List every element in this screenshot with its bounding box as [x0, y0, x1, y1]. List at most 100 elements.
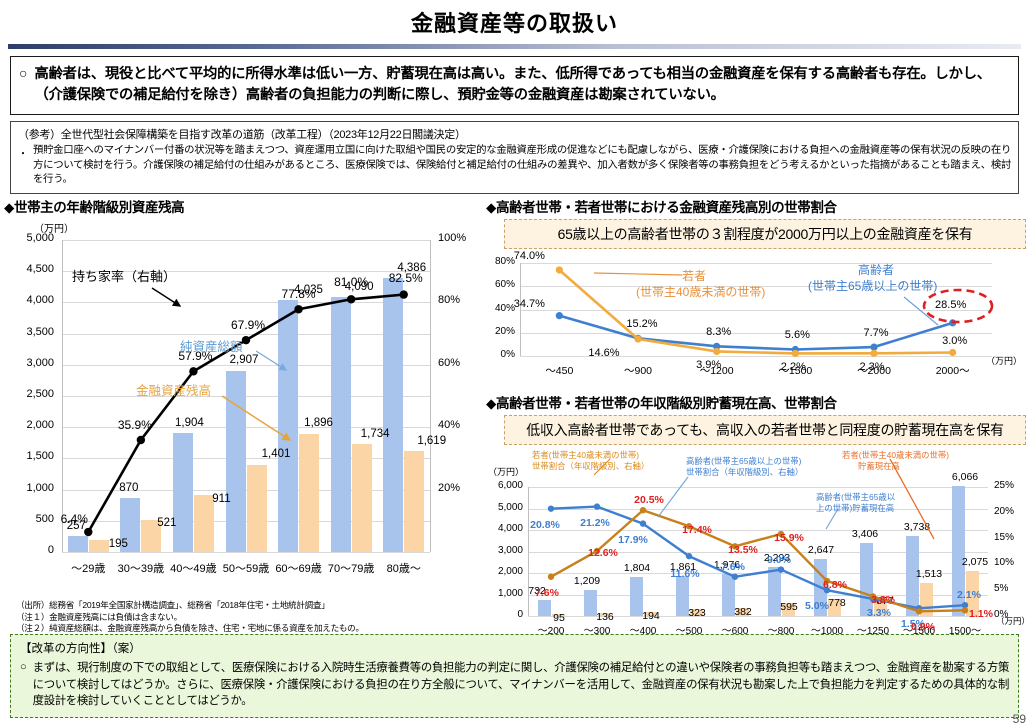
x-axis-label-5: 70～79歳: [327, 563, 375, 575]
x-axis-label-3: 50～59歳: [222, 563, 270, 575]
y2-axis-tick-rb-2: 10%: [994, 557, 1015, 569]
line-label-young-share-rb-6: 6.8%: [823, 578, 847, 591]
annotation-elderly-sub-rt: (世帯主65歳以上の世帯): [808, 279, 938, 293]
x-axis-unit-rt: （万円）: [986, 356, 1023, 366]
bar-young-savings-1: [597, 613, 611, 616]
y-axis-tick-rt-1: 20%: [494, 325, 515, 337]
x-axis-label-rb-6: ～1000: [810, 626, 844, 637]
line-label-ownership-4: 77.8%: [281, 287, 316, 302]
y2-axis-tick-rb-3: 15%: [994, 531, 1015, 543]
bar-financial-assets-2: [193, 495, 214, 552]
line-label-ownership-1: 35.9%: [117, 417, 152, 432]
line-label-elderly-rt-0: 34.7%: [513, 297, 545, 310]
bar-elderly-savings-9: [951, 485, 965, 616]
line-label-young-rt-4: 2.3%: [859, 361, 885, 374]
line-label-elderly-share-rb-6: 5.0%: [805, 600, 829, 613]
bar-elderly-savings-0: [537, 600, 551, 616]
bar-label-fin-0: 195: [108, 537, 128, 550]
x-axis-label-rb-1: ～300: [583, 626, 611, 637]
bar-net-assets-6: [383, 278, 404, 552]
note-source: （出所）総務省「2019年全国家計構造調査」、総務省「2018年住宅・土地統計調…: [16, 600, 330, 610]
line-label-young-share-rb-2: 20.5%: [634, 494, 664, 507]
bar-label-elderly-rb-3: 1,861: [669, 560, 697, 573]
y-axis-line-rt: [520, 263, 521, 356]
x-axis-label-rb-5: ～800: [767, 626, 795, 637]
line-label-ownership-5: 81.0%: [334, 275, 369, 290]
line-label-elderly-share-rb-0: 20.8%: [530, 518, 560, 531]
y-axis-tick-rt-2: 40%: [494, 302, 515, 314]
bar-label-fin-6: 1,619: [417, 434, 447, 447]
bar-label-elderly-rb-4: 1,976: [713, 558, 741, 571]
bar-label-net-5: 4,090: [344, 280, 374, 293]
gridline: [62, 520, 430, 522]
bar-label-young-rb-5: 595: [780, 601, 798, 614]
bar-label-elderly-rb-5: 2,293: [763, 551, 791, 564]
bar-financial-assets-6: [404, 450, 425, 552]
bar-label-net-4: 4,035: [294, 284, 323, 297]
x-axis-label-rt-0: ～450: [545, 365, 574, 377]
bar-label-elderly-rb-1: 1,209: [573, 575, 601, 587]
bar-label-fin-2: 911: [212, 493, 231, 506]
line-label-ownership-0: 6.4%: [60, 512, 88, 527]
reference-bullet-icon: ・: [18, 149, 28, 160]
bar-label-net-6: 4,386: [397, 262, 427, 275]
bar-label-fin-1: 521: [157, 517, 177, 530]
gridline: [62, 333, 430, 335]
bar-elderly-savings-3: [675, 576, 689, 616]
summary-statement-text: 高齢者は、現役と比べて平均的に所得水準は低い一方、貯蓄現在高は高い。また、低所得…: [34, 66, 991, 103]
annotation-young-sub-rt: (世帯主40歳未満の世帯): [636, 285, 766, 299]
bar-elderly-savings-4: [721, 573, 735, 616]
line-label-young-share-rb-8: 0.9%: [911, 621, 935, 634]
x-axis-label-rb-8: ～1500: [902, 626, 936, 637]
annotation-elderly-share-l1-rb: 高齢者(世帯主65歳以上の世帯): [686, 456, 802, 466]
y-axis-tick-rt-3: 60%: [494, 279, 515, 291]
line-label-elderly-share-rb-8: 1.5%: [901, 618, 925, 631]
line-label-young-share-rb-0: 7.6%: [535, 586, 559, 599]
line-label-elderly-share-rb-2: 17.9%: [618, 533, 648, 546]
y-axis-tick-rb-5: 5,000: [497, 501, 523, 513]
y-axis-tick-1: 500: [35, 512, 54, 525]
gridline-rb-4: [528, 530, 988, 531]
bar-financial-assets-3: [246, 464, 267, 552]
x-axis-label-0: ～29歳: [71, 563, 106, 575]
summary-statement-box: ○ 高齢者は、現役と比べて平均的に所得水準は低い一方、貯蓄現在高は高い。また、低…: [10, 56, 1019, 115]
bar-net-assets-1: [120, 497, 141, 552]
bar-label-young-rb-3: 323: [688, 607, 706, 620]
y-axis-line: [62, 240, 63, 552]
chart-savings-and-share-by-income-class: （万円） 0 0% 1,000 5% 2,000 10% 3,000 15% 4,000 20% 5,…: [486, 447, 1029, 642]
y-axis-unit-rb: （万円）: [488, 467, 525, 477]
line-label-young-share-rb-5: 15.9%: [774, 531, 804, 544]
bar-label-fin-4: 1,896: [304, 416, 333, 429]
y-axis-tick-3: 1,500: [26, 450, 54, 463]
bar-financial-assets-1: [141, 519, 162, 552]
gridline-rb-3: [528, 551, 988, 553]
page-number: 59: [1012, 712, 1026, 726]
y-axis-line-rb: [528, 487, 529, 616]
bar-net-assets-5: [330, 296, 351, 552]
line-label-elderly-share-rb-1: 21.2%: [580, 516, 610, 529]
line-label-young-rt-3: 2.2%: [780, 361, 806, 374]
gridline-rb-1: [528, 594, 988, 596]
rb-chart-heading: ◆高齢者世帯・若者世帯の年収階級別貯蓄現在高、世帯割合: [486, 396, 837, 411]
annotation-young-share-l1-rb: 若者(世帯主40歳未満の世帯): [532, 450, 640, 460]
x-axis-label-1: 30～39歳: [117, 563, 165, 575]
reference-box: （参考）全世代型社会保障構築を目指す改革の道筋（改革工程）（2023年12月22…: [10, 121, 1019, 194]
x-axis-label-rb-9: 1500～: [948, 626, 982, 637]
chart-asset-balance-by-age: （万円） 0 500 1,000 1,500 2,000 2,500 3,000 3,500 4,…: [4, 218, 482, 598]
bar-young-savings-5: [781, 603, 795, 616]
x-axis-label-rt-1: ～900: [623, 365, 653, 377]
x-axis-unit-rb: （万円）: [996, 616, 1029, 626]
x-axis-label-rb-2: ～400: [629, 626, 657, 637]
line-label-elderly-share-rb-9: 2.1%: [957, 589, 981, 602]
y2-axis-tick-rb-0: 0%: [994, 609, 1009, 620]
line-label-young-share-rb-1: 12.6%: [588, 546, 618, 559]
annotation-net-assets: 純資産総額: [180, 340, 243, 354]
gridline: [62, 396, 430, 397]
gridline-rt-4: [520, 263, 992, 264]
reform-text: まずは、現行制度の下での取組として、医療保険における入院時生活療養費等の負担能力…: [32, 662, 1010, 707]
line-label-young-rt-5: 3.0%: [942, 334, 968, 347]
bar-label-net-3: 2,907: [229, 353, 259, 366]
y-axis-tick-rt-4: 80%: [494, 256, 515, 267]
y-axis-tick-4: 2,000: [26, 419, 54, 432]
bar-label-elderly-rb-0: 732: [528, 585, 546, 598]
